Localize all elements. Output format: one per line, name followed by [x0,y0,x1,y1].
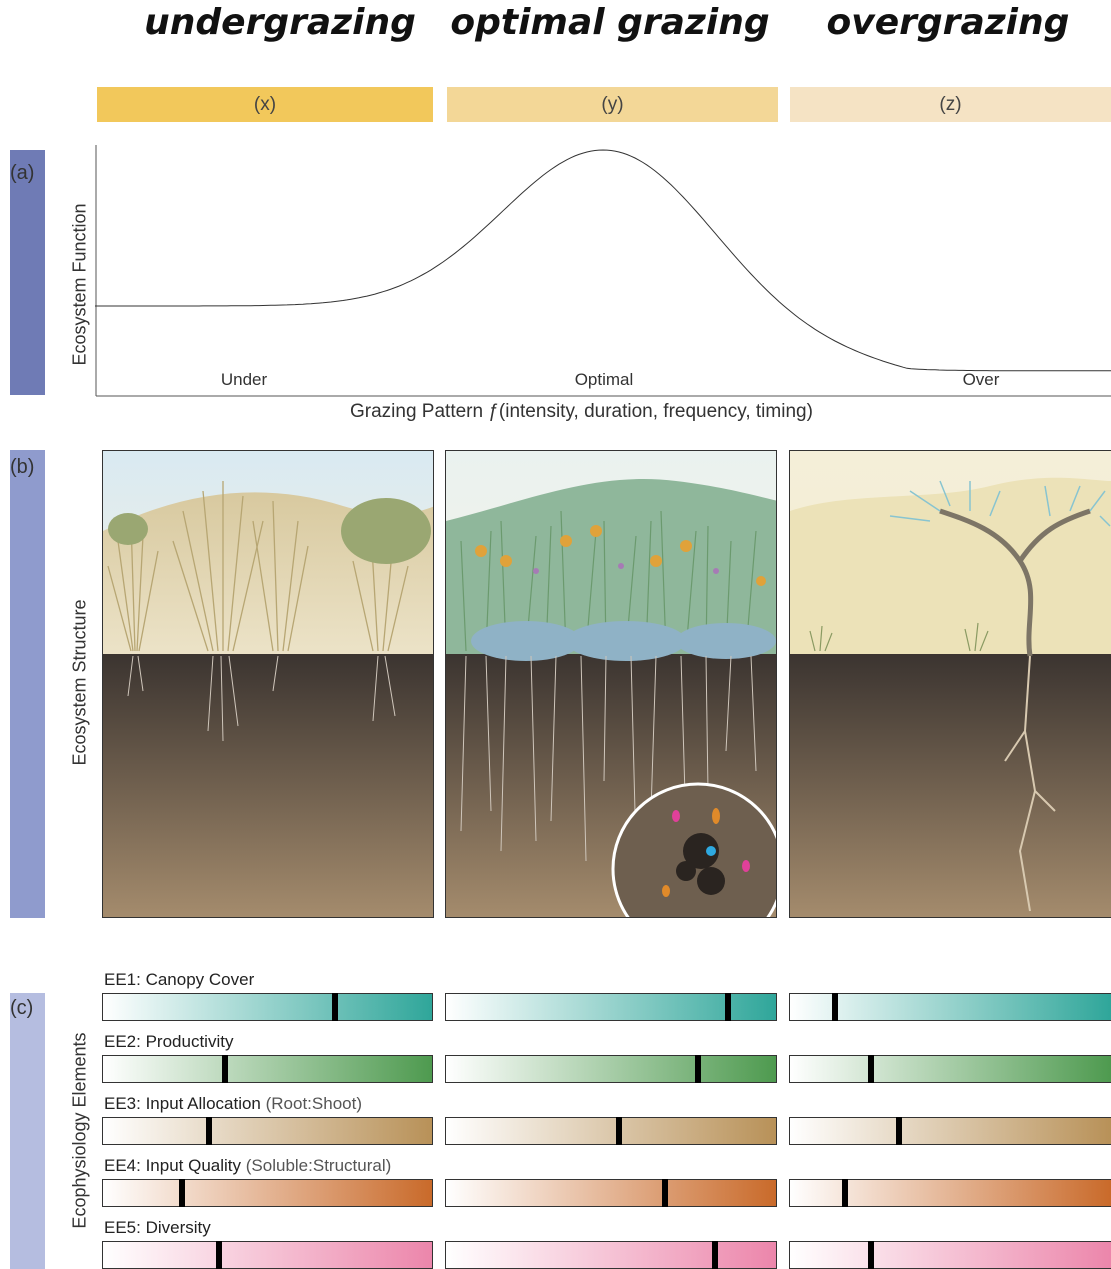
ee1-bar-under [102,993,433,1021]
taproot [1004,655,1056,912]
band-x: (x) [97,87,433,122]
band-y: (y) [447,87,778,122]
tall-grass-clumps [107,481,409,652]
soil [103,654,433,917]
ee3-bar-over [789,1117,1111,1145]
panel-letter-c: (c) [10,997,34,1019]
ee-title: EE1: Canopy Cover [104,970,255,989]
ee5-bar-optimal [445,1241,777,1269]
ee-level-marker [215,1241,222,1269]
title-optimal-grazing: optimal grazing [450,2,770,43]
ee-subtitle: (Root:Shoot) [260,1094,362,1113]
ee-level-marker [205,1117,212,1145]
scene-optimal-grazing [445,450,777,918]
ee3-bar-optimal [445,1117,777,1145]
title-overgrazing: overgrazing [826,2,1070,43]
ee-level-marker [615,1117,622,1145]
flowers [475,525,766,586]
ecosystem-function-label: Ecosystem Function [69,203,90,366]
ee-label-2: EE2: Productivity [104,1032,233,1052]
ee3-bar-under [102,1117,433,1145]
scene-overgrazing [789,450,1111,918]
shrub-tree [939,508,1091,657]
ee-label-3: EE3: Input Allocation (Root:Shoot) [104,1094,362,1114]
sidebar-a [10,150,45,395]
ee1-bar-over [789,993,1111,1021]
grazing-pattern-axis-label: Grazing Pattern ƒ(intensity, duration, f… [350,401,813,422]
ee-title: EE5: Diversity [104,1218,211,1237]
ee-level-marker [711,1241,718,1269]
shallow-roots [127,655,396,742]
ee-level-marker [841,1179,848,1207]
function-chart [95,145,1111,397]
ee-level-marker [695,1055,702,1083]
panel-letter-a: (a) [10,162,35,184]
ee-title: EE3: Input Allocation [104,1094,261,1113]
ee-label-5: EE5: Diversity [104,1218,211,1238]
ee-level-marker [725,993,732,1021]
ee-subtitle: (Soluble:Structural) [241,1156,392,1175]
dense-vegetation [460,510,757,652]
panel-letter-b: (b) [10,456,35,478]
deep-roots [460,655,757,862]
green-hills [446,479,776,656]
scene-undergrazing [102,450,434,918]
tree-canopy [889,480,1111,527]
ee-label-4: EE4: Input Quality (Soluble:Structural) [104,1156,391,1176]
ee4-bar-under [102,1179,433,1207]
band-z: (z) [790,87,1111,122]
tick-optimal: Optimal [574,370,634,389]
ee4-bar-over [789,1179,1111,1207]
ee-level-marker [222,1055,229,1083]
ee2-bar-optimal [445,1055,777,1083]
sidebar-b [10,450,45,918]
title-undergrazing: undergrazing [144,2,416,43]
ee5-bar-under [102,1241,433,1269]
ee-level-marker [179,1179,186,1207]
soil [790,654,1111,917]
ee5-bar-over [789,1241,1111,1269]
ee-level-marker [896,1117,903,1145]
sandy-hills [790,477,1111,656]
ee-level-marker [867,1241,874,1269]
ecosystem-function-curve [95,149,1111,372]
ee-level-marker [662,1179,669,1207]
ee-label-1: EE1: Canopy Cover [104,970,254,990]
shrub [341,498,431,564]
ee-level-marker [867,1055,874,1083]
ee4-bar-optimal [445,1179,777,1207]
ee-level-marker [331,993,338,1021]
tick-over: Over [962,370,1000,389]
ee-level-marker [832,993,839,1021]
sidebar-c [10,993,45,1269]
ee-title: EE2: Productivity [104,1032,234,1051]
microbes [662,808,750,897]
ecophysiology-elements-label: Ecophysiology Elements [69,1032,90,1229]
ee-title: EE4: Input Quality [104,1156,242,1175]
blue-grass-tufts [471,621,581,661]
sparse-grass [809,622,989,652]
ecosystem-structure-label: Ecosystem Structure [69,599,90,766]
ee2-bar-under [102,1055,433,1083]
ee1-bar-optimal [445,993,777,1021]
ee2-bar-over [789,1055,1111,1083]
tick-under: Under [220,370,268,389]
